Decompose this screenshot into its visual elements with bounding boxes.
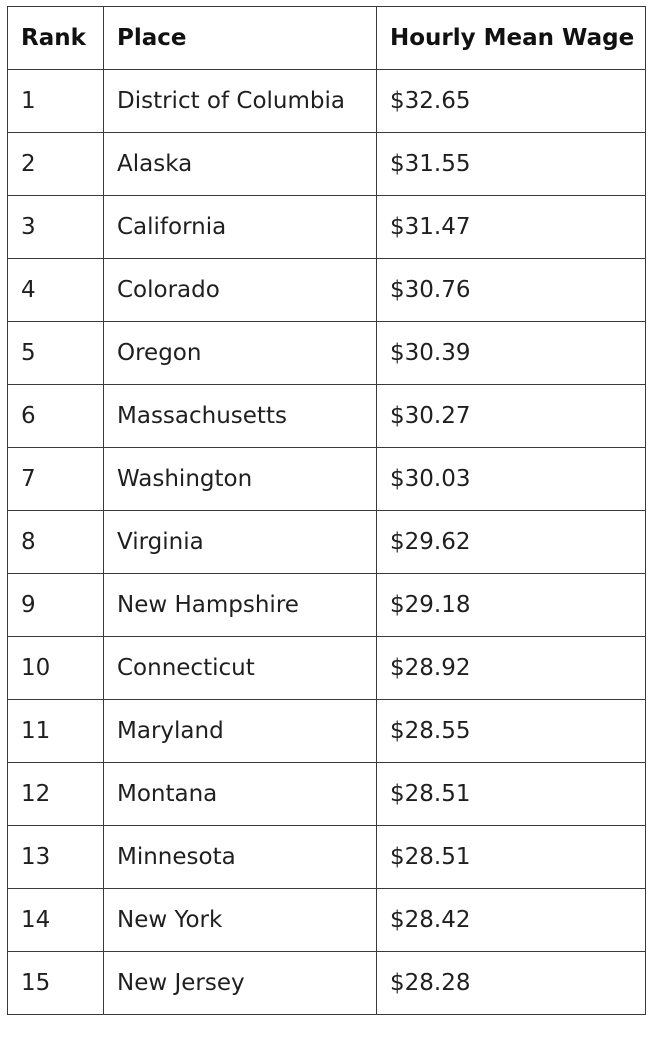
table-cell: Massachusetts xyxy=(103,384,377,448)
header-cell: Hourly Mean Wage xyxy=(376,6,646,70)
table-body: 1 District of Columbia $32.65 2 Alaska $31.55… xyxy=(7,69,646,1015)
table-cell: 11 xyxy=(7,699,104,763)
table-cell: Virginia xyxy=(103,510,377,574)
table-cell: 4 xyxy=(7,258,104,322)
table-cell: 8 xyxy=(7,510,104,574)
table-cell: $28.51 xyxy=(376,762,646,826)
table-cell: California xyxy=(103,195,377,259)
table-row: 12 Montana $28.51 xyxy=(7,762,646,826)
table-cell: New Hampshire xyxy=(103,573,377,637)
table-cell: Connecticut xyxy=(103,636,377,700)
table-cell: $30.03 xyxy=(376,447,646,511)
table-cell: New Jersey xyxy=(103,951,377,1015)
table-cell: $29.62 xyxy=(376,510,646,574)
table-cell: 10 xyxy=(7,636,104,700)
table-row: 1 District of Columbia $32.65 xyxy=(7,69,646,133)
table-row: 11 Maryland $28.55 xyxy=(7,699,646,763)
table-row: 8 Virginia $29.62 xyxy=(7,510,646,574)
table-cell: Minnesota xyxy=(103,825,377,889)
table-row: 9 New Hampshire $29.18 xyxy=(7,573,646,637)
table-cell: 14 xyxy=(7,888,104,952)
header-cell: Place xyxy=(103,6,377,70)
table-row: 10 Connecticut $28.92 xyxy=(7,636,646,700)
table-cell: $28.55 xyxy=(376,699,646,763)
table-cell: 13 xyxy=(7,825,104,889)
table-row: 5 Oregon $30.39 xyxy=(7,321,646,385)
table-cell: $28.92 xyxy=(376,636,646,700)
table-cell: Colorado xyxy=(103,258,377,322)
table-cell: $30.27 xyxy=(376,384,646,448)
header-cell: Rank xyxy=(7,6,104,70)
table-cell: New York xyxy=(103,888,377,952)
table-cell: 5 xyxy=(7,321,104,385)
wage-table: Rank Place Hourly Mean Wage 1 District of C… xyxy=(7,6,646,1015)
table-cell: Oregon xyxy=(103,321,377,385)
table-cell: $31.47 xyxy=(376,195,646,259)
table-row: 4 Colorado $30.76 xyxy=(7,258,646,322)
table-cell: 6 xyxy=(7,384,104,448)
table-cell: 15 xyxy=(7,951,104,1015)
table-cell: 1 xyxy=(7,69,104,133)
table-row: 14 New York $28.42 xyxy=(7,888,646,952)
table-cell: 7 xyxy=(7,447,104,511)
table-cell: District of Columbia xyxy=(103,69,377,133)
table-cell: $28.42 xyxy=(376,888,646,952)
table-cell: 3 xyxy=(7,195,104,259)
table-cell: Montana xyxy=(103,762,377,826)
table-cell: $30.39 xyxy=(376,321,646,385)
table-cell: Maryland xyxy=(103,699,377,763)
table-row: 2 Alaska $31.55 xyxy=(7,132,646,196)
table-row: 15 New Jersey $28.28 xyxy=(7,951,646,1015)
table-row: 13 Minnesota $28.51 xyxy=(7,825,646,889)
table-cell: 2 xyxy=(7,132,104,196)
table-cell: 9 xyxy=(7,573,104,637)
table-cell: $31.55 xyxy=(376,132,646,196)
table-cell: 12 xyxy=(7,762,104,826)
table-cell: $32.65 xyxy=(376,69,646,133)
table-row: 7 Washington $30.03 xyxy=(7,447,646,511)
table-cell: $28.51 xyxy=(376,825,646,889)
table-cell: Washington xyxy=(103,447,377,511)
header-row: Rank Place Hourly Mean Wage xyxy=(7,6,646,70)
table-cell: Alaska xyxy=(103,132,377,196)
table-row: 3 California $31.47 xyxy=(7,195,646,259)
table-cell: $28.28 xyxy=(376,951,646,1015)
table-cell: $30.76 xyxy=(376,258,646,322)
table-row: 6 Massachusetts $30.27 xyxy=(7,384,646,448)
table-cell: $29.18 xyxy=(376,573,646,637)
